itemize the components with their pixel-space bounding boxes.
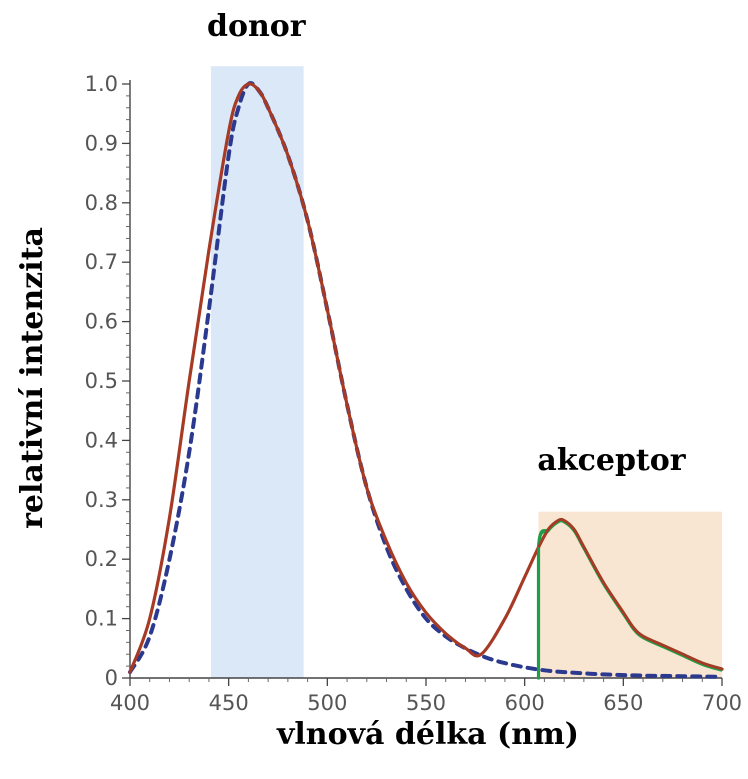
x-tick-label: 700 (702, 691, 742, 715)
y-axis-label: relativní intenzita (15, 227, 50, 529)
x-tick-label: 400 (110, 691, 150, 715)
y-tick-label: 0.4 (85, 428, 118, 452)
y-tick-label: 0.7 (85, 250, 118, 274)
axes: 0 0.1 0.2 0.3 0.4 0.5 0.6 0.7 0.8 0.9 1.0 400 450 500… (85, 72, 742, 715)
highlight-bands (210, 66, 722, 679)
x-tick-label: 550 (406, 691, 446, 715)
y-tick-label: 1.0 (85, 72, 118, 96)
series-lines (128, 81, 724, 680)
band-labels: donor akceptor (207, 9, 687, 478)
y-tick-label: 0.6 (85, 310, 118, 334)
y-tick-label: 0.5 (85, 369, 118, 393)
x-axis-label: vlnová délka (nm) (276, 717, 579, 752)
y-tick-label: 0 (105, 666, 118, 690)
sum-line-acceptor-part (537, 518, 723, 671)
band-akceptor (538, 511, 722, 678)
x-tick-label: 500 (307, 691, 347, 715)
x-tick-label: 450 (209, 691, 249, 715)
donor-label: donor (207, 9, 307, 44)
x-tick-label: 600 (505, 691, 545, 715)
y-tick-label: 0.1 (85, 607, 118, 631)
y-tick-label: 0.2 (85, 547, 118, 571)
y-tick-label: 0.8 (85, 191, 118, 215)
acceptor-label: akceptor (537, 443, 686, 478)
y-tick-label: 0.9 (85, 131, 118, 155)
y-tick-label: 0.3 (85, 488, 118, 512)
x-tick-label: 650 (603, 691, 643, 715)
